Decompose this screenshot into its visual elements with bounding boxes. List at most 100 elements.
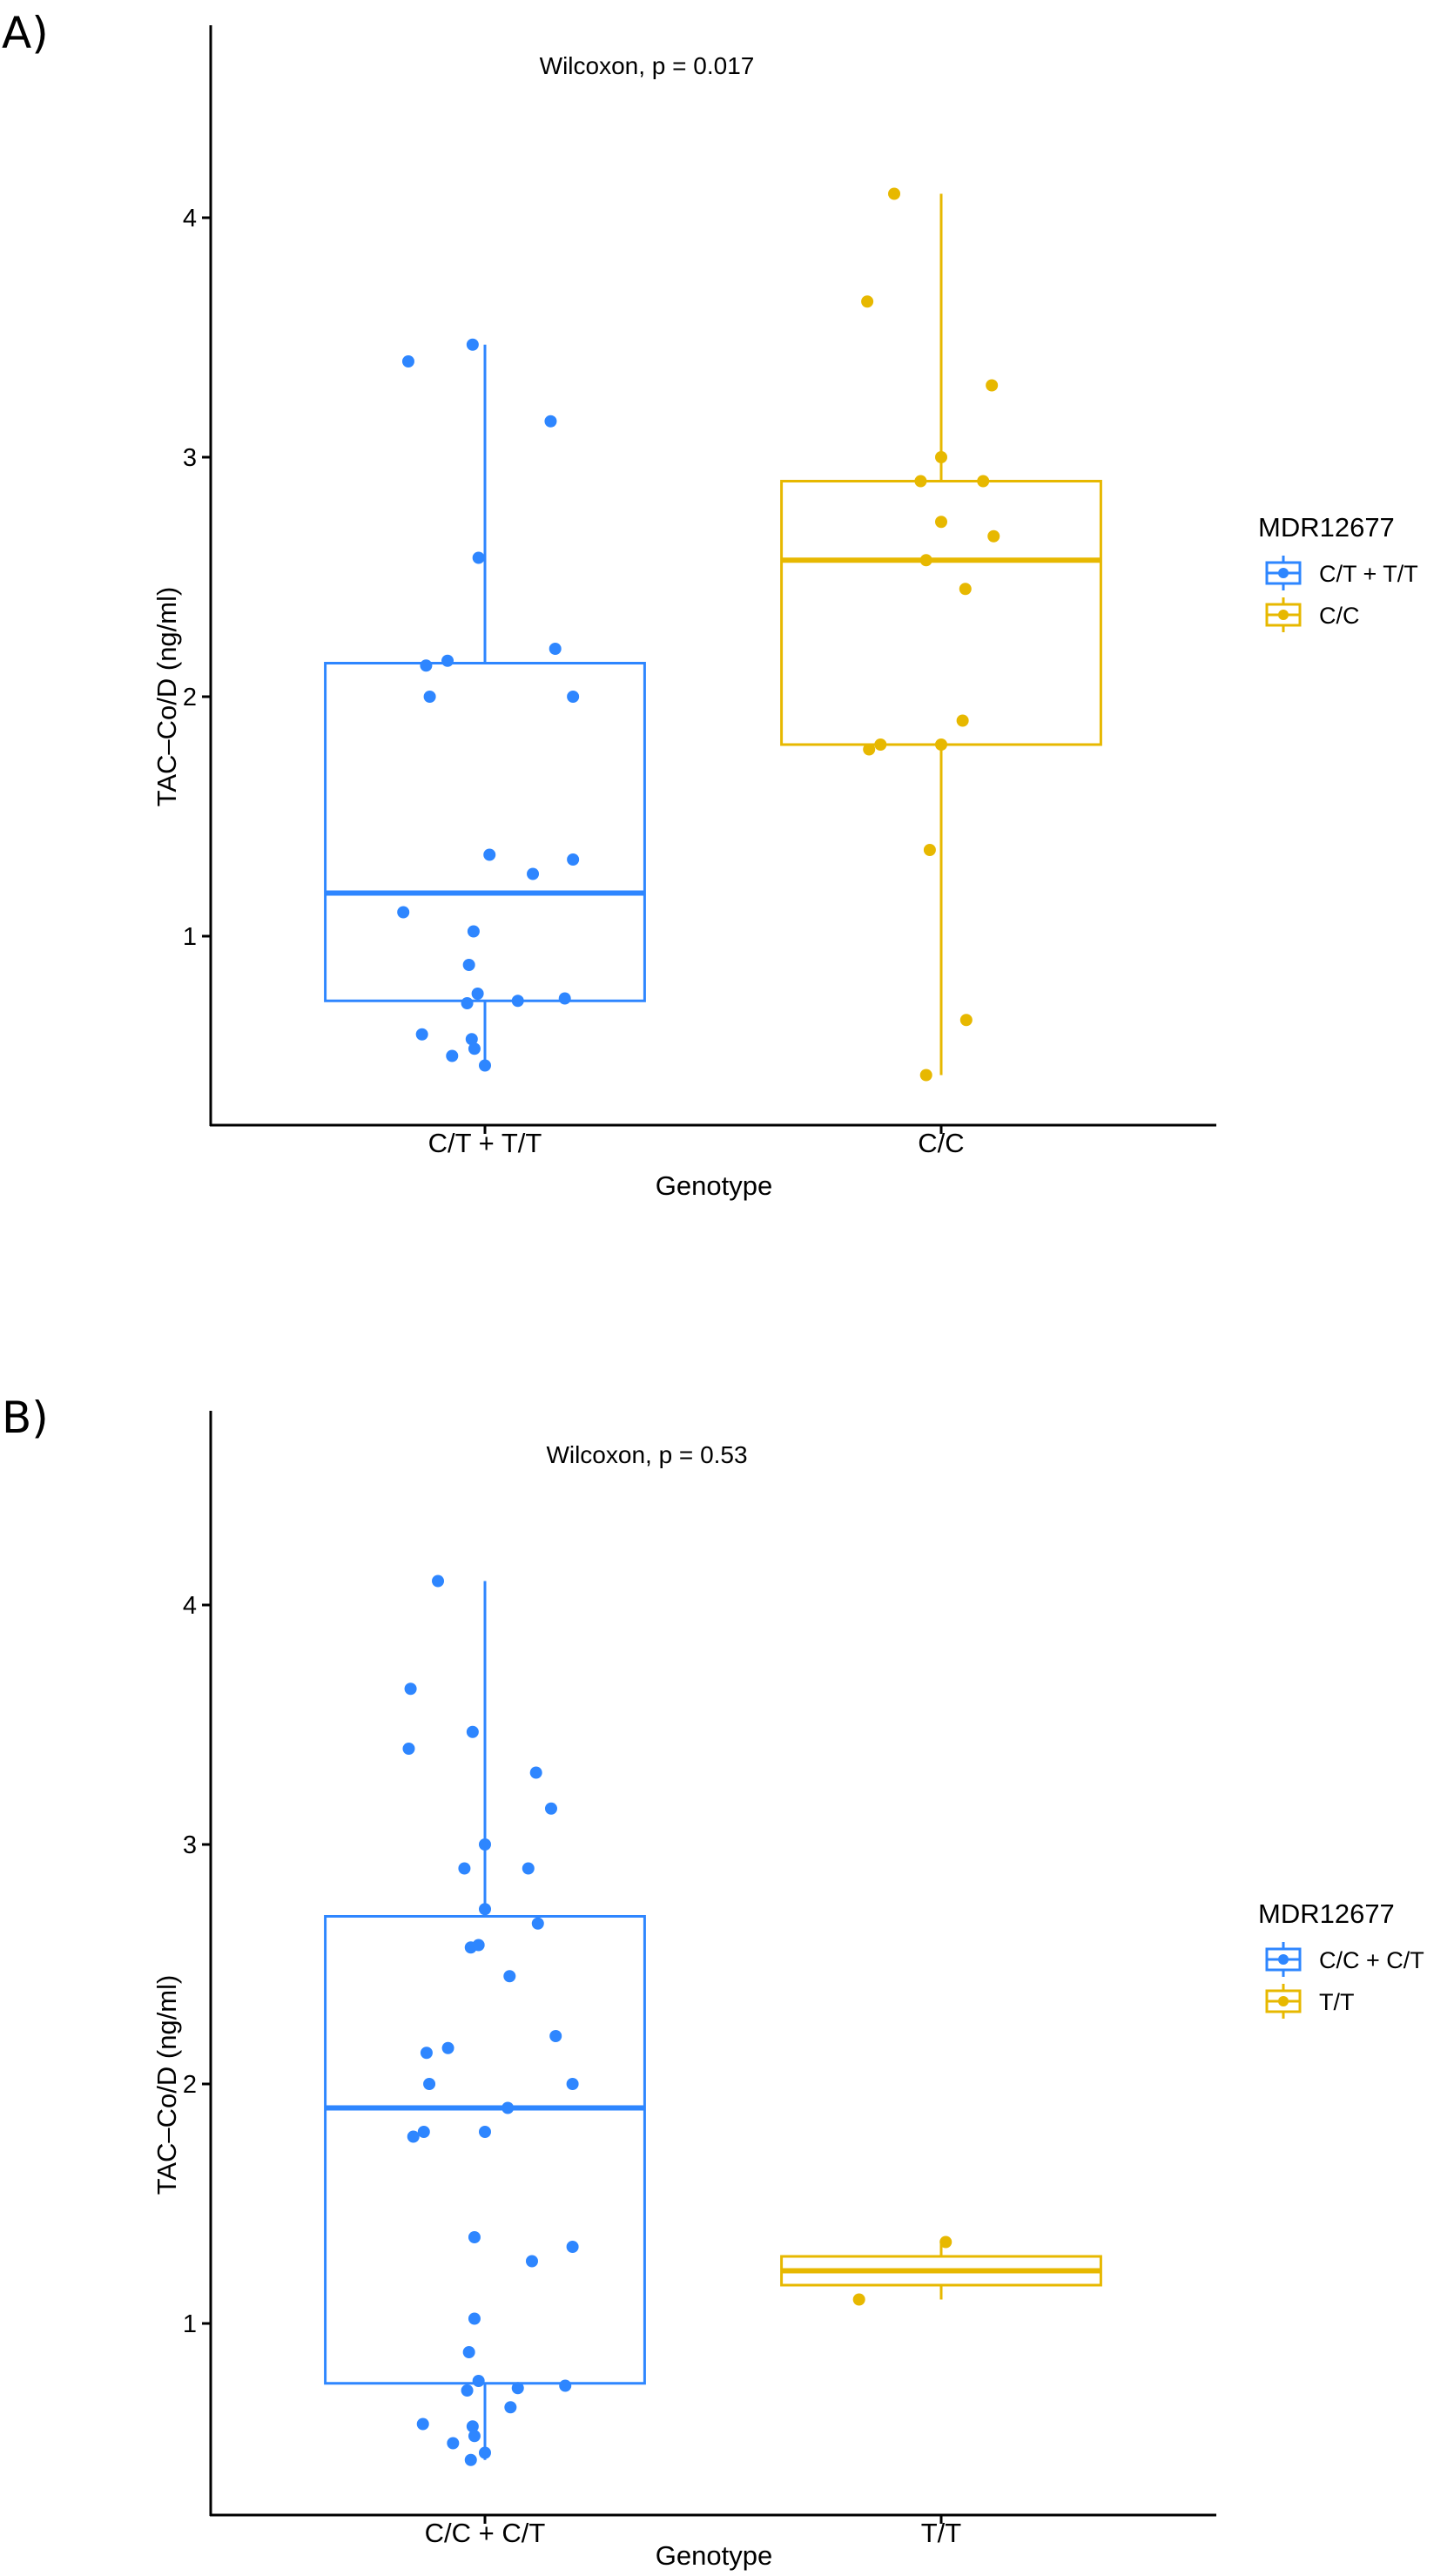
y-tick-label: 1 xyxy=(183,923,197,951)
data-point xyxy=(397,906,410,919)
data-point xyxy=(423,691,436,703)
data-point xyxy=(558,992,571,1005)
data-point xyxy=(458,1862,471,1875)
data-point xyxy=(874,738,887,751)
data-point xyxy=(935,451,947,463)
data-point xyxy=(466,338,479,351)
data-point xyxy=(923,844,936,856)
data-point xyxy=(468,2312,481,2325)
box-iqr xyxy=(324,662,646,1002)
data-point xyxy=(465,1033,478,1046)
data-point xyxy=(446,1049,459,1062)
y-axis-title: TAC–Co/D (ng/ml) xyxy=(151,587,182,807)
y-tick-label: 2 xyxy=(183,684,197,711)
y-tick-label: 2 xyxy=(183,2071,197,2099)
data-point xyxy=(919,554,932,567)
data-point xyxy=(466,1725,479,1738)
data-point xyxy=(461,2384,474,2397)
data-point xyxy=(483,848,496,861)
data-point xyxy=(417,2126,430,2138)
data-point xyxy=(462,2346,475,2358)
box-iqr xyxy=(324,1915,646,2385)
data-point xyxy=(501,2101,515,2114)
data-point xyxy=(914,475,927,488)
data-point xyxy=(956,714,969,727)
data-point xyxy=(888,187,901,200)
data-point xyxy=(977,475,990,488)
data-point xyxy=(566,2241,579,2253)
data-point xyxy=(468,2231,481,2243)
data-point xyxy=(863,743,876,756)
data-point xyxy=(447,2437,460,2450)
x-axis-title: Genotype xyxy=(656,1170,772,1201)
x-tick-label: T/T xyxy=(921,2518,962,2548)
data-point xyxy=(544,1802,557,1815)
y-tick-label: 4 xyxy=(183,1592,197,1620)
data-point xyxy=(959,583,972,596)
data-point xyxy=(401,355,414,368)
wilcoxon-annotation: Wilcoxon, p = 0.017 xyxy=(540,52,755,79)
data-point xyxy=(479,1838,491,1851)
legend-key-point xyxy=(1278,568,1289,578)
x-tick-label: C/T + T/T xyxy=(428,1128,542,1158)
y-tick-label: 3 xyxy=(183,444,197,472)
legend-key-point xyxy=(1278,1996,1289,2006)
data-point xyxy=(511,995,524,1008)
x-axis-title: Genotype xyxy=(656,2540,772,2571)
data-point xyxy=(531,1917,544,1930)
data-point xyxy=(504,2401,517,2414)
data-point xyxy=(529,1766,542,1779)
data-point xyxy=(462,959,475,971)
legend-key-point xyxy=(1278,1954,1289,1965)
legend-item-label: C/C xyxy=(1319,603,1360,629)
data-point xyxy=(939,2235,953,2249)
data-point xyxy=(549,2030,562,2042)
data-point xyxy=(468,2430,481,2443)
data-point xyxy=(420,2047,433,2060)
data-point xyxy=(432,1575,445,1588)
data-point xyxy=(919,1069,932,1082)
data-point xyxy=(416,2418,429,2431)
data-point xyxy=(935,738,947,751)
data-point xyxy=(464,2453,477,2466)
data-point xyxy=(479,2446,491,2459)
wilcoxon-annotation: Wilcoxon, p = 0.53 xyxy=(546,1441,747,1468)
x-tick-label: C/C xyxy=(918,1128,964,1158)
y-tick-label: 1 xyxy=(183,2310,197,2338)
legend-item-label: T/T xyxy=(1319,1989,1355,2015)
data-point xyxy=(959,1014,973,1027)
x-tick-label: C/C + C/T xyxy=(425,2518,546,2548)
data-point xyxy=(472,1939,485,1952)
data-point xyxy=(472,2375,485,2387)
data-point xyxy=(472,551,485,564)
data-point xyxy=(479,2126,491,2138)
legend-title: MDR12677 xyxy=(1258,1898,1395,1929)
data-point xyxy=(544,415,557,428)
y-tick-label: 3 xyxy=(183,1831,197,1859)
data-point xyxy=(479,1903,491,1916)
legend-key-point xyxy=(1278,610,1289,620)
data-point xyxy=(461,997,474,1009)
data-point xyxy=(466,2420,479,2433)
data-point xyxy=(467,925,480,938)
legend-item-label: C/C + C/T xyxy=(1319,1947,1424,1973)
y-axis-title: TAC–Co/D (ng/ml) xyxy=(151,1975,182,2195)
data-point xyxy=(852,2293,865,2306)
data-point xyxy=(986,379,999,392)
panel-label: B) xyxy=(2,1393,49,1443)
data-point xyxy=(567,853,580,866)
data-point xyxy=(420,659,433,672)
data-point xyxy=(559,2379,572,2392)
data-point xyxy=(407,2130,420,2143)
data-point xyxy=(522,1862,535,1875)
data-point xyxy=(935,516,947,529)
data-point xyxy=(402,1743,415,1755)
data-point xyxy=(503,1970,516,1983)
data-point xyxy=(861,295,874,308)
y-tick-label: 4 xyxy=(183,205,197,233)
data-point xyxy=(549,643,562,655)
data-point xyxy=(527,867,540,880)
data-point xyxy=(441,2041,454,2054)
data-point xyxy=(471,988,484,1000)
